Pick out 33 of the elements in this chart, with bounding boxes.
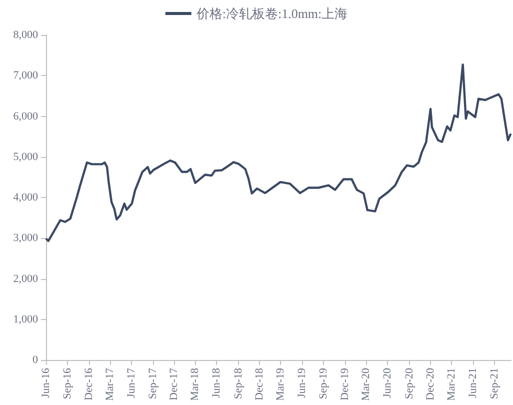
x-tick-label: Sep-21 bbox=[488, 368, 501, 400]
y-tick-label: 3,000 bbox=[13, 232, 38, 244]
x-tick-label: Sep-16 bbox=[62, 368, 74, 400]
x-tick-label: Mar-17 bbox=[104, 368, 116, 401]
y-tick-label: 2,000 bbox=[13, 272, 38, 285]
x-tick-label: Dec-16 bbox=[82, 368, 95, 400]
x-tick-label: Mar-21 bbox=[446, 368, 458, 401]
x-tick-label: Mar-19 bbox=[274, 368, 287, 401]
y-tick-label: 1,000 bbox=[13, 313, 38, 326]
x-tick-label: Jun-18 bbox=[210, 368, 223, 398]
y-tick-label: 5,000 bbox=[13, 150, 38, 163]
x-tick-label: Mar-18 bbox=[189, 368, 202, 401]
x-tick-label: Dec-19 bbox=[338, 368, 351, 400]
x-tick-label: Sep-20 bbox=[403, 368, 416, 400]
x-tick-label: Jun-21 bbox=[467, 368, 480, 398]
x-tick-label: Sep-19 bbox=[318, 368, 330, 400]
x-tick-label: Sep-18 bbox=[232, 368, 244, 400]
x-tick-label: Mar-20 bbox=[360, 368, 372, 401]
x-tick-label: Jun-17 bbox=[125, 368, 138, 398]
x-tick-label: Jun-19 bbox=[296, 368, 308, 398]
x-tick-label: Dec-20 bbox=[424, 368, 437, 400]
x-tick-label: Jun-20 bbox=[382, 368, 394, 398]
y-tick-label: 6,000 bbox=[13, 110, 38, 122]
y-tick-label: 4,000 bbox=[13, 192, 38, 204]
x-tick-label: Sep-17 bbox=[146, 368, 159, 400]
x-tick-label: Dec-17 bbox=[168, 368, 180, 400]
x-tick-label: Jun-16 bbox=[40, 368, 52, 398]
line-series bbox=[44, 64, 512, 242]
y-tick-label: 7,000 bbox=[13, 70, 38, 82]
y-tick-label: 8,000 bbox=[13, 29, 38, 41]
x-tick-label: Dec-18 bbox=[254, 368, 266, 400]
legend-label: 价格:冷轧板卷:1.0mm:上海 bbox=[195, 6, 348, 21]
y-tick-label: 0 bbox=[32, 354, 38, 366]
